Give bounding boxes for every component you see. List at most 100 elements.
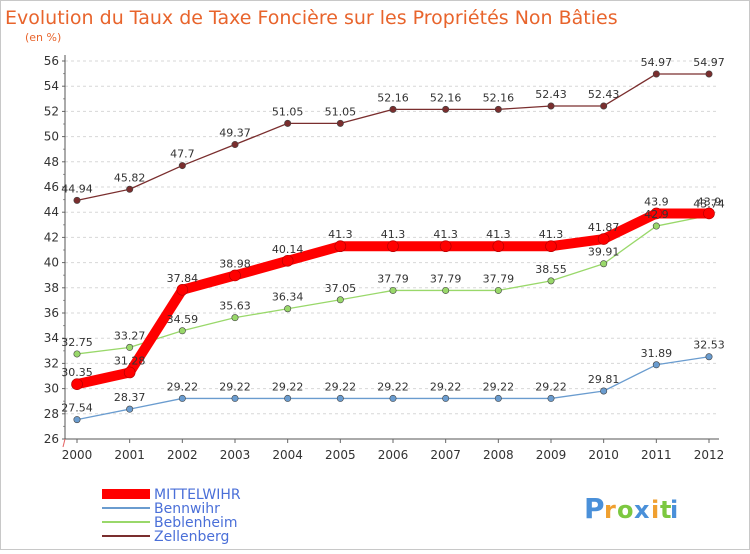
- data-label-mittelwihr-2011: 43.9: [644, 195, 669, 208]
- data-label-mittelwihr-2012: 43.9: [697, 195, 722, 208]
- logo-letter-5: t: [660, 496, 671, 524]
- data-label-bennwihr-2000: 27.54: [61, 402, 93, 415]
- series-layer: [71, 70, 715, 424]
- point-beblenheim-2002: [178, 327, 186, 335]
- point-beblenheim-2005: [336, 296, 344, 304]
- point-mittelwihr-2001: [123, 366, 136, 379]
- point-mittelwihr-2006: [387, 240, 399, 253]
- x-tick-label-2001: 2001: [114, 448, 145, 462]
- point-beblenheim-2004: [284, 305, 292, 313]
- data-label-beblenheim-2009: 38.55: [535, 263, 567, 276]
- data-label-bennwihr-2007: 29.22: [430, 380, 462, 393]
- data-label-mittelwihr-2009: 41.3: [539, 228, 564, 241]
- data-label-bennwihr-2011: 31.89: [641, 347, 673, 360]
- point-bennwihr-2004: [284, 394, 292, 402]
- x-tick-label-2012: 2012: [694, 448, 725, 462]
- data-label-mittelwihr-2005: 41.3: [328, 228, 353, 241]
- y-tick-label-42: 42: [44, 230, 59, 244]
- point-mittelwihr-2012: [703, 207, 715, 220]
- x-tick-label-2011: 2011: [641, 448, 672, 462]
- x-tick-label-2010: 2010: [588, 448, 619, 462]
- data-label-bennwihr-2004: 29.22: [272, 380, 304, 393]
- point-zellenberg-2006: [389, 105, 397, 113]
- point-beblenheim-2009: [547, 277, 555, 285]
- point-zellenberg-2001: [126, 185, 134, 193]
- data-label-beblenheim-2003: 35.63: [219, 300, 251, 313]
- data-label-bennwihr-2010: 29.81: [588, 373, 620, 386]
- point-mittelwihr-2002: [176, 284, 189, 296]
- point-bennwihr-2012: [705, 353, 713, 361]
- data-label-mittelwihr-2001: 31.28: [114, 354, 146, 367]
- data-label-zellenberg-2006: 52.16: [377, 91, 409, 104]
- point-beblenheim-2006: [389, 286, 397, 294]
- data-label-zellenberg-2003: 49.37: [219, 127, 251, 140]
- y-tick-label-44: 44: [44, 205, 59, 219]
- point-bennwihr-2001: [126, 405, 134, 413]
- data-label-mittelwihr-2008: 41.3: [486, 228, 511, 241]
- legend-label-zellenberg: Zellenberg: [154, 529, 229, 545]
- point-mittelwihr-2007: [439, 240, 452, 253]
- point-bennwihr-2002: [178, 394, 186, 402]
- point-zellenberg-2009: [547, 102, 555, 110]
- data-label-beblenheim-2001: 33.27: [114, 329, 146, 342]
- y-tick-label-32: 32: [44, 356, 59, 370]
- point-beblenheim-2007: [442, 286, 450, 294]
- x-tick-label-2000: 2000: [62, 448, 93, 462]
- logo-letter-1: r: [604, 496, 616, 524]
- y-tick-label-46: 46: [44, 180, 59, 194]
- data-label-zellenberg-2012: 54.97: [693, 56, 725, 69]
- point-bennwihr-2003: [231, 394, 239, 402]
- data-label-mittelwihr-2007: 41.3: [433, 228, 458, 241]
- chart-unit-subtitle: (en %): [25, 31, 61, 44]
- data-label-bennwihr-2005: 29.22: [325, 380, 357, 393]
- chart-title: Evolution du Taux de Taxe Foncière sur l…: [5, 7, 618, 29]
- data-label-zellenberg-2004: 51.05: [272, 105, 304, 118]
- data-label-beblenheim-2012: 43.74: [693, 197, 725, 210]
- point-beblenheim-2008: [494, 286, 502, 294]
- point-mittelwihr-2005: [334, 240, 347, 253]
- logo-letter-0: P: [584, 492, 605, 525]
- data-label-bennwihr-2006: 29.22: [377, 380, 409, 393]
- logo-letter-3: x: [634, 496, 650, 524]
- point-bennwihr-2010: [600, 387, 608, 395]
- data-label-bennwihr-2002: 29.22: [167, 380, 199, 393]
- point-beblenheim-2011: [652, 222, 660, 230]
- legend-label-bennwihr: Bennwihr: [154, 501, 220, 517]
- point-zellenberg-2005: [336, 119, 344, 127]
- data-label-mittelwihr-2002: 37.84: [167, 272, 199, 285]
- data-label-bennwihr-2012: 32.53: [693, 339, 725, 352]
- logo-letter-4: i: [651, 496, 659, 524]
- y-tick-label-54: 54: [44, 79, 59, 93]
- data-label-beblenheim-2010: 39.91: [588, 246, 620, 259]
- data-label-beblenheim-2000: 32.75: [61, 336, 93, 349]
- point-zellenberg-2011: [652, 70, 660, 78]
- y-tick-label-30: 30: [44, 382, 59, 396]
- point-zellenberg-2000: [73, 196, 81, 204]
- x-tick-label-2007: 2007: [430, 448, 461, 462]
- y-tick-label-52: 52: [44, 104, 59, 118]
- point-zellenberg-2008: [494, 105, 502, 113]
- data-label-beblenheim-2007: 37.79: [430, 272, 462, 285]
- point-zellenberg-2007: [442, 105, 450, 113]
- y-tick-label-38: 38: [44, 281, 59, 295]
- data-label-bennwihr-2003: 29.22: [219, 380, 251, 393]
- data-label-mittelwihr-2006: 41.3: [381, 228, 406, 241]
- y-tick-label-26: 26: [44, 432, 59, 446]
- point-zellenberg-2003: [231, 141, 239, 149]
- data-label-zellenberg-2005: 51.05: [325, 105, 357, 118]
- data-label-zellenberg-2010: 52.43: [588, 88, 620, 101]
- x-tick-label-2005: 2005: [325, 448, 356, 462]
- axis-layer: 26 28 30 32 34 36 38 40 42 44 46 48 50 52 54 56 2000 2001…: [44, 54, 725, 462]
- data-label-zellenberg-2001: 45.82: [114, 171, 146, 184]
- data-label-beblenheim-2002: 34.59: [167, 313, 199, 326]
- data-label-zellenberg-2009: 52.43: [535, 88, 567, 101]
- x-tick-label-2009: 2009: [536, 448, 567, 462]
- y-tick-label-48: 48: [44, 155, 59, 169]
- point-beblenheim-2003: [231, 314, 239, 322]
- data-label-mittelwihr-2000: 30.35: [61, 366, 93, 379]
- x-tick-label-2004: 2004: [272, 448, 303, 462]
- data-label-beblenheim-2006: 37.79: [377, 272, 409, 285]
- y-tick-label-56: 56: [44, 54, 59, 68]
